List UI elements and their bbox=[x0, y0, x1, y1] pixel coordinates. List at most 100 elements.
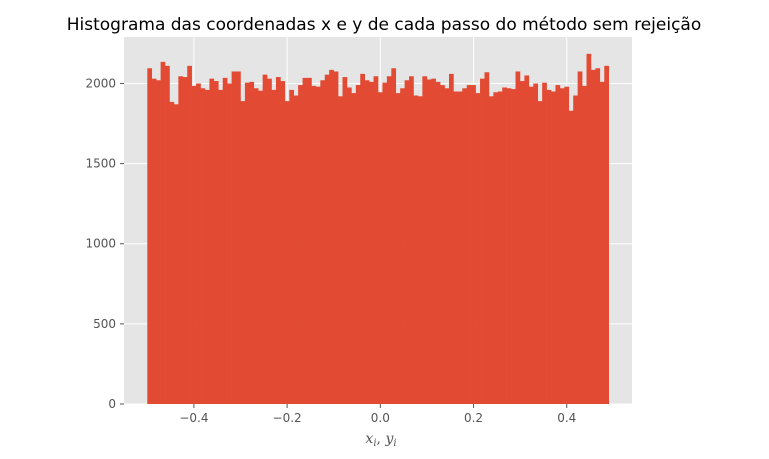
histogram-bar bbox=[559, 88, 565, 404]
histogram-bar bbox=[564, 86, 570, 405]
histogram-bar bbox=[590, 69, 596, 405]
histogram-bar bbox=[222, 77, 228, 404]
x-tick-label: 0.0 bbox=[371, 411, 390, 425]
histogram-bar bbox=[568, 110, 574, 405]
histogram-bar bbox=[329, 69, 334, 405]
histogram-bar bbox=[471, 85, 476, 404]
x-tick-label: −0.4 bbox=[179, 411, 208, 425]
histogram-bar bbox=[537, 101, 543, 405]
histogram-bar bbox=[475, 93, 481, 404]
histogram-bar bbox=[497, 91, 503, 405]
histogram-bar bbox=[218, 89, 224, 404]
histogram-bar bbox=[546, 89, 552, 404]
histogram-bar bbox=[386, 76, 392, 404]
histogram-bar bbox=[200, 88, 206, 404]
histogram-bar bbox=[533, 83, 539, 404]
histogram-bar bbox=[484, 72, 490, 405]
histogram-bar bbox=[599, 81, 605, 405]
histogram-bar bbox=[236, 71, 241, 404]
histogram-bar bbox=[457, 91, 463, 405]
histogram-bar bbox=[284, 101, 290, 405]
histogram-bar bbox=[351, 93, 357, 404]
y-tick-label: 1500 bbox=[85, 157, 116, 171]
histogram-bar bbox=[178, 76, 184, 404]
histogram-bar bbox=[244, 82, 250, 404]
histogram-bar bbox=[213, 81, 219, 404]
y-tick-label: 2000 bbox=[85, 76, 116, 90]
histogram-bar bbox=[382, 82, 388, 404]
histogram-bar bbox=[378, 92, 383, 404]
histogram-bar bbox=[440, 85, 445, 404]
histogram-bar bbox=[573, 95, 578, 404]
histogram-bar bbox=[209, 78, 215, 404]
histogram-bar bbox=[519, 81, 525, 404]
histogram-bar bbox=[289, 89, 295, 404]
histogram-bar bbox=[258, 90, 263, 404]
x-axis-label-sep: , bbox=[377, 431, 386, 447]
axis-ticks: −0.4 −0.2 0.0 0.2 0.4 0 500 1000 1500 2000 bbox=[85, 76, 576, 425]
histogram-bar bbox=[422, 76, 428, 404]
histogram-bar bbox=[280, 81, 286, 404]
histogram-bar bbox=[413, 95, 419, 404]
histogram-bar bbox=[302, 77, 308, 404]
histogram-bar bbox=[160, 61, 166, 405]
histogram-bar bbox=[595, 68, 601, 404]
histogram-bar bbox=[196, 83, 201, 404]
histogram-bar bbox=[191, 85, 197, 404]
histogram-bar bbox=[253, 88, 259, 404]
histogram-bar bbox=[364, 80, 370, 404]
x-axis-label: xi, yi bbox=[365, 431, 396, 449]
histogram-bar bbox=[524, 75, 530, 404]
histogram-bar bbox=[231, 71, 237, 404]
histogram-bar bbox=[462, 88, 468, 404]
histogram-bar bbox=[298, 85, 303, 404]
x-tick-label: 0.2 bbox=[464, 411, 483, 425]
histogram-bar bbox=[480, 78, 485, 404]
histogram-bar bbox=[391, 68, 397, 404]
histogram-bar bbox=[435, 81, 441, 405]
histogram-bar bbox=[542, 82, 547, 404]
histogram-bar bbox=[604, 65, 609, 404]
x-tick-label: −0.2 bbox=[273, 411, 302, 425]
histogram-bar bbox=[311, 85, 317, 404]
histogram-bar bbox=[204, 89, 210, 404]
histogram-bar bbox=[511, 89, 516, 405]
histogram-bar bbox=[315, 86, 321, 405]
histogram-bar bbox=[502, 87, 507, 404]
histogram-bar bbox=[227, 83, 232, 404]
histogram-bar bbox=[360, 73, 365, 404]
histogram-bar bbox=[395, 93, 401, 404]
histogram-bar bbox=[369, 81, 374, 405]
y-tick-label: 1000 bbox=[85, 237, 116, 251]
histogram-bar bbox=[426, 79, 432, 405]
histogram-bar bbox=[555, 85, 561, 404]
histogram-bar bbox=[404, 80, 410, 404]
histogram-bar bbox=[151, 78, 157, 404]
histogram-bar bbox=[582, 85, 587, 404]
x-axis-label-sub-b: i bbox=[393, 438, 396, 449]
histogram-bar bbox=[506, 88, 512, 404]
histogram-bar bbox=[417, 96, 423, 405]
histogram-bar bbox=[240, 101, 246, 405]
histogram-bar bbox=[182, 77, 188, 405]
histogram-bar bbox=[267, 78, 272, 404]
histogram-bar bbox=[493, 92, 499, 404]
x-axis-label-sub-a: i bbox=[373, 438, 376, 449]
y-tick-label: 0 bbox=[108, 397, 116, 411]
histogram-bar bbox=[156, 80, 161, 404]
chart-title: Histograma das coordenadas x e y de cada… bbox=[67, 15, 701, 35]
histogram-bar bbox=[528, 86, 534, 405]
histogram-bar bbox=[275, 77, 281, 405]
histogram-bar bbox=[342, 77, 348, 405]
histogram-bar bbox=[373, 76, 379, 404]
histogram-bar bbox=[448, 73, 454, 404]
histogram-bar bbox=[173, 104, 179, 404]
x-axis-label-var-b: y bbox=[384, 431, 394, 447]
histogram-bar bbox=[453, 91, 459, 405]
x-axis-label-var-a: x bbox=[365, 431, 373, 447]
histogram-bar bbox=[320, 80, 326, 404]
histogram-bar bbox=[346, 87, 352, 404]
histogram-bar bbox=[551, 91, 556, 405]
y-tick-label: 500 bbox=[93, 317, 116, 331]
